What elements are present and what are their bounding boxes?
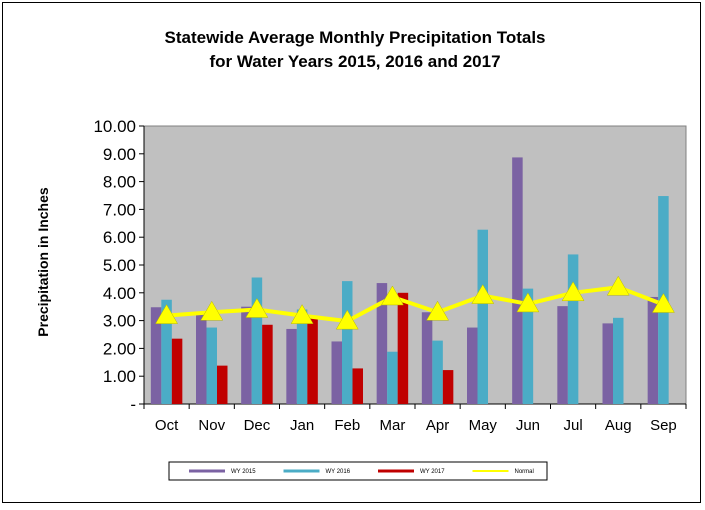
- marker-normal-feb: [335, 309, 359, 330]
- bar-wy-2015-mar: [376, 283, 388, 404]
- plot-area: - 1.00 2.00 3.00 4.00 5.00 6.00 7.00 8.00 9.00 10.…: [93, 117, 687, 434]
- legend-label-normal: Normal: [515, 469, 534, 475]
- bar-wy-2015-oct: [150, 307, 162, 404]
- chart-title-line2: for Water Years 2015, 2016 and 2017: [209, 52, 500, 71]
- legend-label-wy-2017: WY 2017: [420, 469, 445, 475]
- legend-label-wy-2016: WY 2016: [326, 469, 351, 475]
- bar-wy-2017-jan: [307, 317, 318, 404]
- bar-wy-2015-jul: [557, 306, 568, 404]
- marker-normal-dec: [245, 297, 269, 318]
- marker-normal-jul: [561, 281, 585, 302]
- y-tick-label: 5.00: [103, 256, 136, 275]
- y-tick-label: 10.00: [93, 117, 136, 136]
- x-tick-label-apr: Apr: [426, 417, 449, 434]
- bar-wy-2015-apr: [421, 312, 433, 404]
- bar-wy-2017-nov: [217, 365, 228, 404]
- marker-normal-nov: [200, 300, 224, 321]
- x-tick-label-oct: Oct: [155, 417, 179, 434]
- bar-wy-2016-jul: [567, 254, 579, 404]
- plot-background: [143, 125, 687, 405]
- y-tick-label: 9.00: [103, 145, 136, 164]
- marker-normal-sep: [651, 292, 675, 313]
- precipitation-chart: Statewide Average Monthly Precipitation …: [35, 28, 687, 481]
- bar-wy-2015-may: [467, 327, 478, 404]
- x-tick-label-feb: Feb: [334, 417, 360, 434]
- bar-wy-2015-nov: [196, 314, 207, 404]
- bar-wy-2017-apr: [442, 370, 454, 404]
- bar-wy-2015-sep: [647, 296, 659, 404]
- bar-wy-2016-may: [477, 229, 488, 404]
- chart-frame: Statewide Average Monthly Precipitation …: [2, 2, 701, 503]
- bar-wy-2016-nov: [206, 327, 217, 404]
- marker-normal-mar: [380, 285, 404, 306]
- marker-normal-may: [471, 284, 495, 304]
- y-tick-label: -: [130, 395, 136, 414]
- x-tick-label-jan: Jan: [290, 417, 314, 434]
- y-axis-label: Precipitation in Inches: [35, 187, 51, 337]
- bar-wy-2015-aug: [602, 323, 613, 404]
- bar-wy-2016-jun: [522, 288, 534, 404]
- bar-wy-2016-feb: [342, 281, 353, 404]
- bar-wy-2016-apr: [432, 340, 443, 404]
- y-tick-label: 8.00: [103, 173, 136, 192]
- bar-wy-2016-mar: [387, 351, 398, 404]
- x-tick-label-dec: Dec: [244, 417, 271, 434]
- x-tick-label-jul: Jul: [563, 417, 582, 434]
- bar-wy-2016-jan: [296, 309, 308, 404]
- x-tick-label-nov: Nov: [198, 417, 225, 434]
- y-tick-label: 3.00: [103, 312, 136, 331]
- marker-normal-jun: [516, 292, 540, 313]
- bar-wy-2017-mar: [397, 292, 409, 404]
- marker-normal-aug: [606, 275, 630, 296]
- bar-wy-2015-jan: [286, 328, 297, 404]
- chart-title-line1: Statewide Average Monthly Precipitation …: [165, 28, 546, 47]
- bar-wy-2015-feb: [331, 341, 342, 404]
- legend-label-wy-2015: WY 2015: [231, 469, 256, 475]
- bar-wy-2016-oct: [161, 299, 172, 404]
- bar-wy-2017-dec: [262, 324, 273, 404]
- y-tick-label: 4.00: [103, 284, 136, 303]
- bar-wy-2016-aug: [613, 317, 624, 404]
- bar-wy-2015-dec: [241, 306, 252, 404]
- bar-wy-2016-dec: [251, 277, 263, 404]
- bar-wy-2017-oct: [171, 338, 183, 404]
- x-tick-label-may: May: [469, 417, 498, 434]
- marker-normal-apr: [426, 300, 450, 321]
- x-tick-label-sep: Sep: [650, 417, 677, 434]
- marker-normal-oct: [155, 304, 179, 324]
- x-tick-label-jun: Jun: [516, 417, 540, 434]
- bar-wy-2017-feb: [352, 368, 363, 404]
- marker-normal-jan: [290, 304, 314, 324]
- y-tick-label: 6.00: [103, 228, 136, 247]
- x-tick-label-aug: Aug: [605, 417, 632, 434]
- y-tick-label: 7.00: [103, 200, 136, 219]
- y-tick-label: 2.00: [103, 339, 136, 358]
- x-tick-label-mar: Mar: [379, 417, 405, 434]
- legend-box: [168, 461, 548, 481]
- y-tick-label: 1.00: [103, 367, 136, 386]
- bar-wy-2015-jun: [512, 157, 523, 404]
- legend: WY 2015 WY 2016 WY 2017 Normal: [168, 461, 548, 481]
- line-normal: [166, 285, 665, 324]
